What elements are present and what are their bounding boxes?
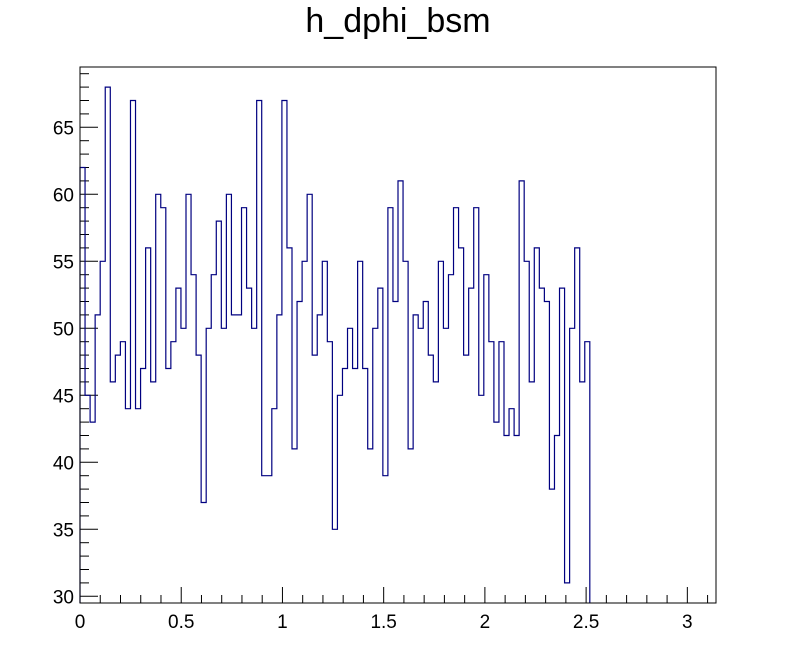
x-tick-label: 2.5 [573, 612, 599, 633]
ticks-layer [79, 73, 709, 603]
histogram-step-line [79, 86, 591, 603]
x-tick-label: 2 [480, 612, 491, 633]
x-tick-label: 0 [75, 612, 86, 633]
plot-frame [79, 66, 717, 604]
y-tick-label: 60 [53, 185, 74, 206]
x-tick-label: 3 [682, 612, 693, 633]
y-tick-label: 30 [53, 587, 74, 608]
y-tick-label: 35 [53, 520, 74, 541]
x-tick-label: 1.5 [370, 612, 396, 633]
y-tick-label: 65 [53, 118, 74, 139]
chart-title: h_dphi_bsm [305, 2, 491, 40]
y-tick-label: 45 [53, 386, 74, 407]
y-tick-label: 50 [53, 319, 74, 340]
y-tick-label: 40 [53, 453, 74, 474]
tick-labels-layer: 0 0.5 1 1.5 2 2.5 3 30 35 40 45 50 55 60 65 [53, 118, 693, 633]
x-tick-label: 1 [277, 612, 288, 633]
x-tick-label: 0.5 [168, 612, 194, 633]
y-tick-label: 55 [53, 252, 74, 273]
